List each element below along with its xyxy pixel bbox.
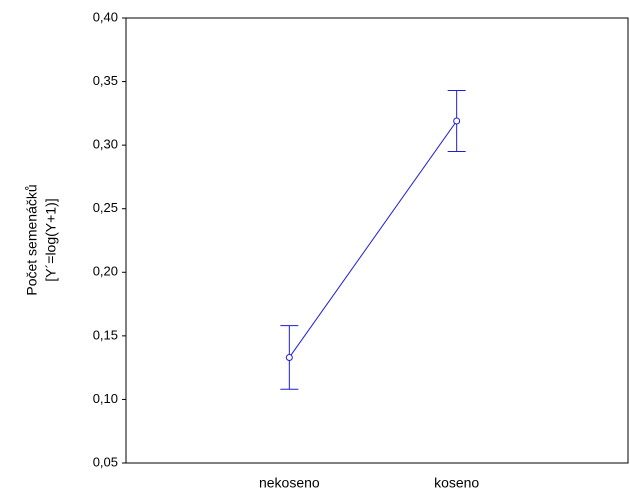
y-tick-label: 0,05: [93, 454, 118, 469]
data-point: [285, 353, 293, 361]
x-tick-label: koseno: [434, 475, 479, 491]
y-tick-label: 0,25: [93, 200, 118, 215]
y-axis-label: Počet semenáčků [Y´=log(Y+1)]: [24, 184, 59, 295]
data-point: [453, 117, 461, 125]
plot-frame: [125, 17, 629, 464]
y-label-line: [Y´=log(Y+1)]: [43, 198, 59, 281]
y-tick-label: 0,30: [93, 137, 118, 152]
y-tick-label: 0,10: [93, 391, 118, 406]
y-tick-label: 0,20: [93, 264, 118, 279]
y-tick-label: 0,15: [93, 327, 118, 342]
y-tick-label: 0,35: [93, 73, 118, 88]
series-line: [288, 120, 458, 358]
y-tick-label: 0,40: [93, 9, 118, 24]
x-tick-label: nekoseno: [259, 475, 320, 491]
y-label-line: Počet semenáčků: [24, 184, 40, 295]
